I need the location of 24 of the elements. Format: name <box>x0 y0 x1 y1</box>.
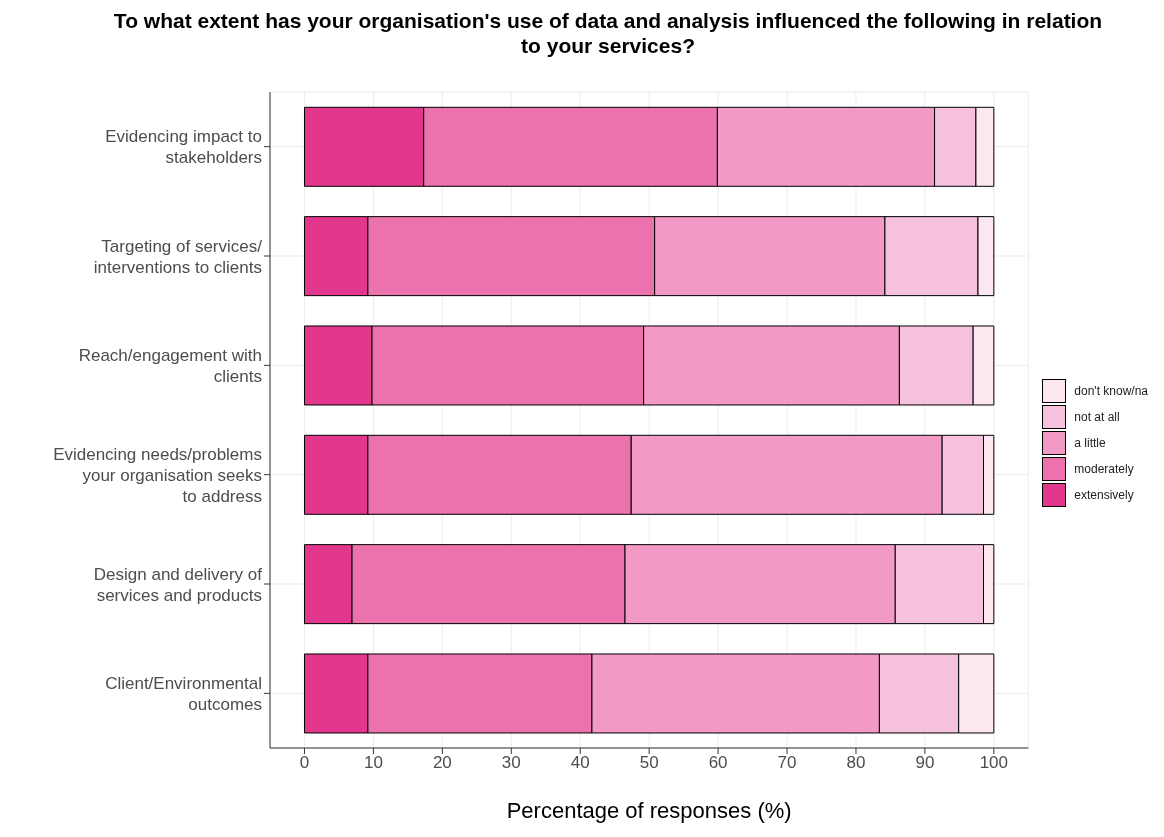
y-tick-label: Evidencing needs/problems your organisation seeks to address <box>53 444 262 506</box>
y-tick-label: Evidencing impact to stakeholders <box>105 126 262 167</box>
x-tick-label: 90 <box>915 753 935 773</box>
x-tick-label: 70 <box>777 753 797 773</box>
x-tick-label: 100 <box>979 753 1009 773</box>
x-tick-label: 10 <box>363 753 383 773</box>
y-tick-label: Client/Environmental outcomes <box>105 673 262 714</box>
y-tick-label: Reach/engagement with clients <box>78 345 262 386</box>
chart-title: To what extent has your organisation's use of data and analysis influenced the following in relation to your services? <box>112 8 1104 58</box>
legend-label: moderately <box>1074 462 1134 476</box>
x-tick-label: 50 <box>639 753 659 773</box>
legend-label: a little <box>1074 436 1106 450</box>
y-tick-label: Targeting of services/ interventions to clients <box>93 236 263 276</box>
legend-label: extensively <box>1074 488 1134 502</box>
y-tick-label: Design and delivery of services and products <box>93 564 263 604</box>
x-tick-label: 80 <box>846 753 866 773</box>
legend-label: not at all <box>1074 410 1120 424</box>
x-axis-title: Percentage of responses (%) <box>506 798 792 823</box>
x-tick-label: 30 <box>501 753 521 773</box>
legend-label: don't know/na <box>1074 384 1148 398</box>
x-tick-label: 20 <box>432 753 452 773</box>
x-tick-label: 40 <box>570 753 590 773</box>
x-tick-label: 0 <box>299 753 310 773</box>
x-tick-label: 60 <box>708 753 728 773</box>
